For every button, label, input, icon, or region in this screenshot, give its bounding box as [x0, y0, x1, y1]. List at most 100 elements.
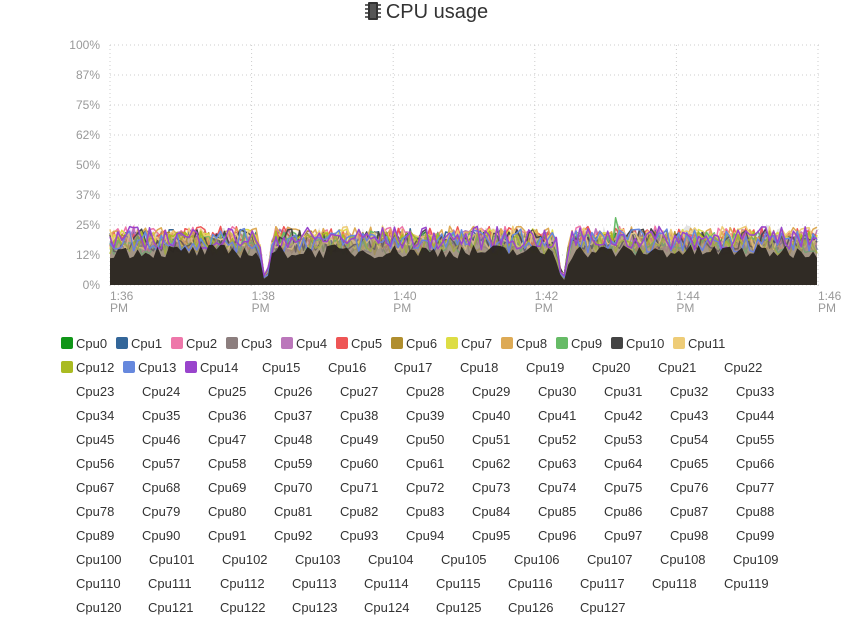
legend-label: Cpu62 [472, 456, 511, 471]
legend-label: Cpu11 [688, 336, 726, 351]
legend-label: Cpu109 [733, 552, 779, 567]
legend-label: Cpu103 [295, 552, 341, 567]
y-tick-label: 87% [76, 68, 100, 82]
legend-label: Cpu75 [604, 480, 643, 495]
legend-swatch [281, 337, 293, 349]
legend-label: Cpu73 [472, 480, 511, 495]
legend-label: Cpu29 [472, 384, 511, 399]
legend-label: Cpu4 [296, 336, 328, 351]
legend-label: Cpu46 [142, 432, 181, 447]
legend-label: Cpu67 [76, 480, 115, 495]
x-axis: 1:36 PM 1:38 PM 1:40 PM 1:42 PM 1:44 PM 1:46 PM [110, 289, 842, 315]
legend-label: Cpu77 [736, 480, 775, 495]
legend-label: Cpu56 [76, 456, 115, 471]
legend-label: Cpu91 [208, 528, 247, 543]
legend-label: Cpu127 [580, 600, 626, 615]
legend-label: Cpu76 [670, 480, 709, 495]
legend-label: Cpu7 [461, 336, 493, 351]
legend-label: Cpu13 [138, 360, 177, 375]
legend-label: Cpu14 [200, 360, 239, 375]
plot-area [109, 217, 818, 285]
legend-label: Cpu99 [736, 528, 775, 543]
legend-label: Cpu25 [208, 384, 247, 399]
legend-label: Cpu96 [538, 528, 577, 543]
legend-swatch [336, 337, 348, 349]
legend-label: Cpu106 [514, 552, 560, 567]
legend-label: Cpu64 [604, 456, 643, 471]
legend-label: Cpu19 [526, 360, 565, 375]
legend-label: Cpu66 [736, 456, 775, 471]
legend-label: Cpu41 [538, 408, 577, 423]
legend-label: Cpu42 [604, 408, 643, 423]
legend-label: Cpu72 [406, 480, 445, 495]
legend-label: Cpu115 [436, 576, 481, 591]
legend-label: Cpu119 [724, 576, 769, 591]
legend-label: Cpu112 [220, 576, 265, 591]
legend-label: Cpu18 [460, 360, 499, 375]
legend-label: Cpu100 [76, 552, 122, 567]
legend-label: Cpu48 [274, 432, 313, 447]
legend-swatch [61, 337, 73, 349]
y-tick-label: 75% [76, 98, 100, 112]
legend-label: Cpu27 [340, 384, 379, 399]
legend-swatch [446, 337, 458, 349]
x-tick-label: 1:42 PM [535, 289, 559, 315]
legend-label: Cpu20 [592, 360, 631, 375]
legend-label: Cpu86 [604, 504, 643, 519]
legend-label: Cpu102 [222, 552, 268, 567]
legend-label: Cpu57 [142, 456, 181, 471]
legend-label: Cpu39 [406, 408, 445, 423]
legend-label: Cpu55 [736, 432, 775, 447]
y-tick-label: 50% [76, 158, 100, 172]
legend-label: Cpu113 [292, 576, 337, 591]
grid [109, 44, 820, 289]
legend-label: Cpu121 [148, 600, 194, 615]
legend-label: Cpu101 [149, 552, 195, 567]
legend-label: Cpu122 [220, 600, 266, 615]
y-tick-label: 25% [76, 218, 100, 232]
legend-label: Cpu124 [364, 600, 410, 615]
legend-label: Cpu26 [274, 384, 313, 399]
legend-label: Cpu50 [406, 432, 445, 447]
legend-label: Cpu111 [148, 576, 192, 591]
legend-label: Cpu51 [472, 432, 511, 447]
legend-label: Cpu8 [516, 336, 548, 351]
legend-label: Cpu118 [652, 576, 697, 591]
legend-label: Cpu37 [274, 408, 313, 423]
legend-label: Cpu47 [208, 432, 247, 447]
legend-label: Cpu90 [142, 528, 181, 543]
x-tick-label: 1:44 PM [676, 289, 700, 315]
legend-label: Cpu123 [292, 600, 338, 615]
legend-label: Cpu110 [76, 576, 121, 591]
legend-label: Cpu104 [368, 552, 414, 567]
legend-label: Cpu24 [142, 384, 181, 399]
legend-label: Cpu69 [208, 480, 247, 495]
legend-label: Cpu105 [441, 552, 487, 567]
y-tick-label: 12% [76, 248, 100, 262]
y-tick-label: 62% [76, 128, 100, 142]
chart-title: CPU usage [0, 0, 852, 27]
legend-swatch [391, 337, 403, 349]
legend-label: Cpu82 [340, 504, 379, 519]
legend-label: Cpu107 [587, 552, 633, 567]
series-area-aggregate [110, 244, 817, 285]
legend-label: Cpu54 [670, 432, 709, 447]
legend-label: Cpu36 [208, 408, 247, 423]
series-line-cpu14[interactable] [109, 225, 817, 277]
y-tick-label: 100% [69, 38, 100, 52]
legend-label: Cpu74 [538, 480, 577, 495]
legend-label: Cpu117 [580, 576, 625, 591]
legend-label: Cpu98 [670, 528, 709, 543]
legend-label: Cpu60 [340, 456, 379, 471]
legend-label: Cpu10 [626, 336, 665, 351]
legend-label: Cpu125 [436, 600, 482, 615]
legend-label: Cpu78 [76, 504, 115, 519]
cpu-chip-icon [364, 1, 382, 27]
legend-label: Cpu83 [406, 504, 445, 519]
legend-label: Cpu59 [274, 456, 313, 471]
legend-label: Cpu120 [76, 600, 122, 615]
legend-swatch [556, 337, 568, 349]
legend-label: Cpu81 [274, 504, 313, 519]
legend-label: Cpu79 [142, 504, 181, 519]
legend-label: Cpu58 [208, 456, 247, 471]
